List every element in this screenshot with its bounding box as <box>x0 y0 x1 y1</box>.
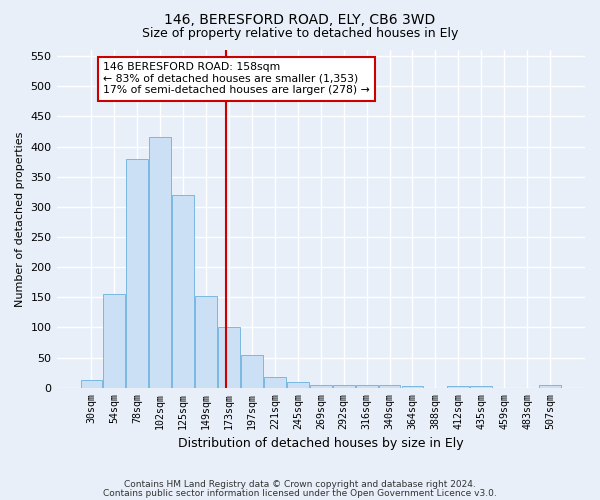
Bar <box>539 386 561 388</box>
Bar <box>448 386 469 388</box>
Bar <box>470 386 492 388</box>
Text: 146 BERESFORD ROAD: 158sqm
← 83% of detached houses are smaller (1,353)
17% of s: 146 BERESFORD ROAD: 158sqm ← 83% of deta… <box>103 62 370 96</box>
Bar <box>103 294 125 388</box>
Text: 146, BERESFORD ROAD, ELY, CB6 3WD: 146, BERESFORD ROAD, ELY, CB6 3WD <box>164 12 436 26</box>
Y-axis label: Number of detached properties: Number of detached properties <box>15 131 25 306</box>
Text: Contains public sector information licensed under the Open Government Licence v3: Contains public sector information licen… <box>103 488 497 498</box>
Bar <box>310 385 332 388</box>
Bar <box>241 355 263 388</box>
Bar <box>379 386 400 388</box>
Text: Size of property relative to detached houses in Ely: Size of property relative to detached ho… <box>142 28 458 40</box>
Bar <box>401 386 424 388</box>
Bar <box>264 377 286 388</box>
Bar <box>127 158 148 388</box>
Bar <box>218 328 240 388</box>
Bar <box>172 195 194 388</box>
Text: Contains HM Land Registry data © Crown copyright and database right 2024.: Contains HM Land Registry data © Crown c… <box>124 480 476 489</box>
Bar <box>149 138 171 388</box>
Bar <box>333 386 355 388</box>
Bar <box>195 296 217 388</box>
Bar <box>356 386 377 388</box>
X-axis label: Distribution of detached houses by size in Ely: Distribution of detached houses by size … <box>178 437 464 450</box>
Bar <box>80 380 103 388</box>
Bar <box>287 382 309 388</box>
